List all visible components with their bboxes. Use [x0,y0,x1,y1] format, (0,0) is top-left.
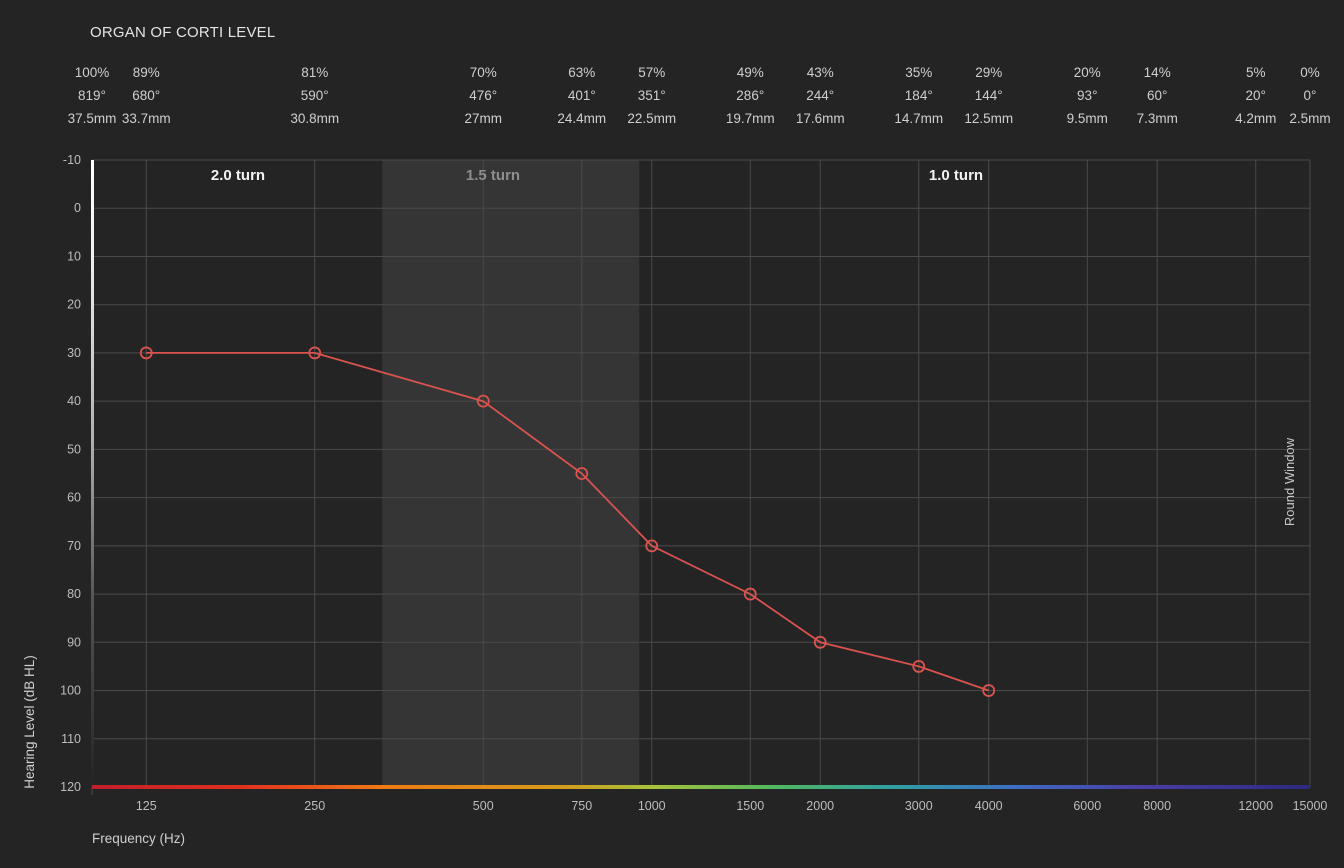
top-scale-percent: 89% [133,65,160,80]
x-tick-label: 500 [473,799,494,813]
series-line-0 [146,351,989,692]
top-scale-length: 37.5mm [68,111,117,126]
y-axis-title: Hearing Level (dB HL) [22,655,37,789]
top-scale-degrees: 144° [975,88,1003,103]
top-scale-length: 2.5mm [1289,111,1330,126]
x-tick-label: 3000 [905,799,933,813]
labels-layer: 2.0 turn 1.5 turn 1.0 turn Round Window [211,167,1297,526]
y-tick-label: 90 [67,635,81,649]
y-tick-label: 110 [61,732,81,746]
top-scale-percent: 43% [807,65,834,80]
top-scale-degrees: 401° [568,88,596,103]
top-scale-percent: 49% [737,65,764,80]
top-scale-percent: 35% [905,65,932,80]
top-scale-percent: 63% [568,65,595,80]
data-point [308,346,322,360]
x-tick-label: 125 [136,799,157,813]
grid-layer [91,159,1311,795]
y-tick-label: 70 [67,539,81,553]
data-point [645,539,659,553]
top-scale-degrees: 60° [1147,88,1167,103]
y-tick-label: 50 [67,442,81,456]
data-point [813,635,827,649]
x-axis-spectrum-bar [92,785,1310,789]
x-tick-label: 250 [304,799,325,813]
y-tick-label: 30 [67,346,81,360]
x-tick-label: 8000 [1143,799,1171,813]
top-scale-percent: 5% [1246,65,1266,80]
top-scale-length: 24.4mm [557,111,606,126]
data-point [912,660,926,673]
top-scale-degrees: 286° [736,88,764,103]
y-tick-label: 100 [60,684,81,698]
y-tick-label: 60 [67,491,81,505]
x-tick-label: 15000 [1293,799,1328,813]
top-scale-percent: 100% [75,65,110,80]
top-scale-percent: 81% [301,65,328,80]
top-scale-degrees: 351° [638,88,666,103]
x-tick-label: 6000 [1073,799,1101,813]
data-point [575,467,589,480]
top-scale-length: 27mm [464,111,502,126]
y-tick-label: -10 [63,153,81,167]
x-tick-label: 4000 [975,799,1003,813]
y-tick-label: 40 [67,394,81,408]
top-scale-length: 30.8mm [290,111,339,126]
y-tick-label: 120 [60,780,81,794]
axes-layer: -10 0 10 20 30 40 50 60 70 80 90 100 110 120 125 250 500… [22,153,1327,846]
x-tick-label: 2000 [806,799,834,813]
top-scale-degrees: 244° [806,88,834,103]
top-scale-length: 14.7mm [894,111,943,126]
top-scale-length: 12.5mm [964,111,1013,126]
top-scale-length: 4.2mm [1235,111,1276,126]
round-window-label: Round Window [1282,437,1297,526]
top-scale-degrees: 590° [301,88,329,103]
data-point [743,587,757,601]
region-bands-layer [382,160,640,787]
top-scale-length: 7.3mm [1137,111,1178,126]
top-scale-degrees: 819° [78,88,106,103]
top-scale-length: 9.5mm [1067,111,1108,126]
region-band-1 [382,160,640,787]
top-scale-length: 33.7mm [122,111,171,126]
top-scale-length: 17.6mm [796,111,845,126]
top-scale-percent: 70% [470,65,497,80]
data-point [982,684,996,697]
y-tick-label: 10 [67,249,81,263]
x-axis-title: Frequency (Hz) [92,831,185,846]
data-point [476,394,490,408]
y-tick-label: 80 [67,587,81,601]
top-scale-layer: 100% 819° 37.5mm 89% 680° 33.7mm 81% 590° 30.8mm… [68,65,1331,126]
top-scale-degrees: 0° [1304,88,1317,103]
series-layer [139,346,996,697]
x-tick-label: 750 [571,799,592,813]
top-scale-length: 22.5mm [627,111,676,126]
top-scale-percent: 20% [1074,65,1101,80]
page-title: ORGAN OF CORTI LEVEL [90,24,276,41]
y-tick-label: 20 [67,298,81,312]
top-scale-percent: 14% [1144,65,1171,80]
region-label-0: 2.0 turn [211,167,265,184]
top-scale-degrees: 476° [469,88,497,103]
top-scale-length: 19.7mm [726,111,775,126]
data-point [139,346,153,360]
top-scale-degrees: 20° [1246,88,1266,103]
top-scale-percent: 57% [638,65,665,80]
x-tick-label: 12000 [1238,799,1273,813]
region-label-1: 1.5 turn [466,167,520,184]
top-scale-degrees: 93° [1077,88,1097,103]
x-tick-label: 1000 [638,799,666,813]
x-tick-label: 1500 [736,799,764,813]
y-tick-label: 0 [74,201,81,215]
y-axis-bar [91,160,94,787]
top-scale-percent: 0% [1300,65,1320,80]
top-scale-degrees: 680° [132,88,160,103]
top-scale-percent: 29% [975,65,1002,80]
top-scale-degrees: 184° [905,88,933,103]
region-label-2: 1.0 turn [929,167,983,184]
